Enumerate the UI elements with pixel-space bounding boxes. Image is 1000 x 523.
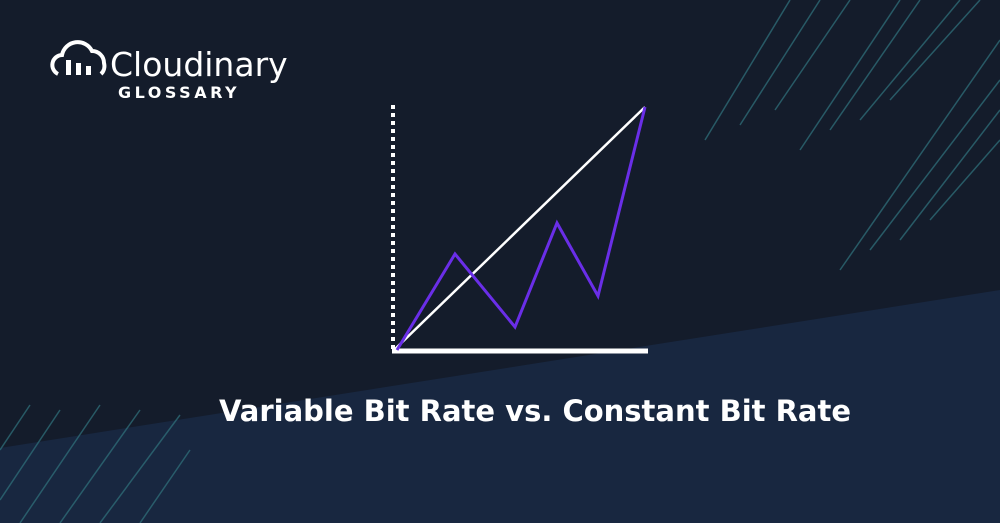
constant-line bbox=[392, 106, 646, 352]
illustration bbox=[391, 105, 648, 354]
background-band bbox=[0, 290, 1000, 523]
logo-name: Cloudinary bbox=[110, 45, 288, 84]
decor-lines-top bbox=[704, 0, 1000, 271]
logo: Cloudinary GLOSSARY bbox=[50, 40, 288, 102]
decor-lines-bottom bbox=[0, 404, 191, 523]
variable-line bbox=[395, 106, 647, 351]
cloud-bars bbox=[66, 60, 91, 75]
cloud-icon bbox=[50, 40, 107, 76]
logo-subtitle: GLOSSARY bbox=[118, 83, 240, 102]
title: Variable Bit Rate vs. Constant Bit Rate bbox=[219, 394, 851, 428]
